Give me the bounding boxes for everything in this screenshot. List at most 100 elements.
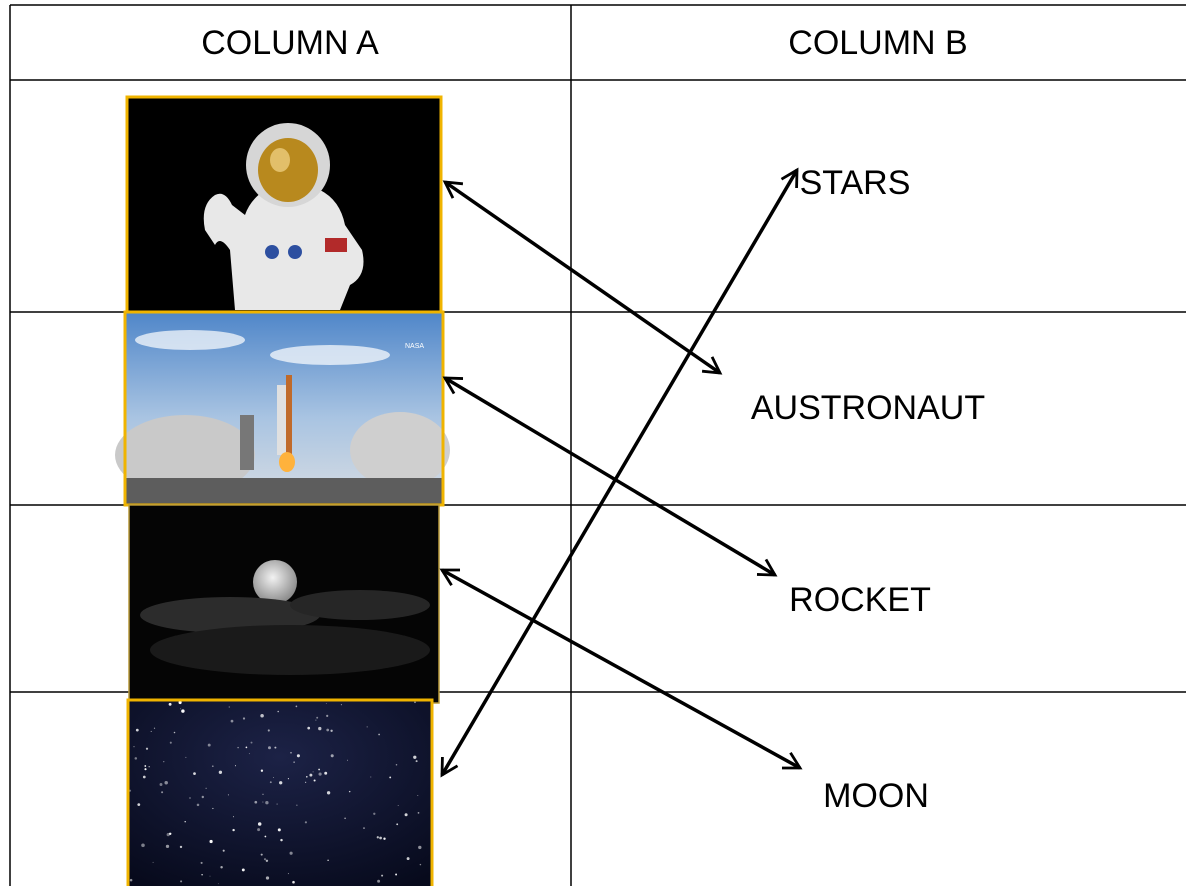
star-dot [141,844,145,848]
star-dot [344,818,346,820]
star-dot [220,866,222,868]
star-dot [378,734,380,736]
launch-tower [240,415,254,470]
word: AUSTRONAUT [751,389,985,427]
star-dot [278,828,281,831]
star-dot [315,720,316,721]
star-dot [383,838,385,840]
star-dot [373,813,375,815]
star-dot [398,805,399,806]
star-dot [144,765,146,767]
cloud [270,345,390,365]
star-dot [288,778,289,779]
matching-table: COLUMN A COLUMN B NASA [0,0,1186,886]
flag-patch [325,238,347,252]
star-dot [396,764,398,766]
star-dot [137,803,140,806]
star-dot [218,883,219,884]
star-dot [235,765,236,766]
star-dot [153,862,154,863]
star-dot [264,858,266,860]
star-dot [277,804,278,805]
star-dot [246,747,248,749]
star-dot [223,850,225,852]
star-dot [261,770,263,772]
star-dot [396,823,398,825]
star-dot [136,729,139,732]
star-dot [268,729,270,731]
star-dot [273,777,274,778]
star-dot [164,781,167,784]
launch-pad [125,478,443,505]
star-dot [169,703,172,706]
star-dot [130,879,133,882]
star-dot [243,717,245,719]
star-dot [274,747,276,749]
moon [253,560,297,604]
star-dot [326,715,328,717]
star-dot [219,771,222,774]
star-dot [296,805,297,806]
star-dot [206,788,207,789]
star-dot [237,747,238,748]
star-dot [208,744,211,747]
star-dot [166,845,169,848]
astronaut-image [127,97,441,312]
star-dot [330,730,332,732]
star-dot [148,766,149,767]
flame [279,452,295,472]
star-dot [249,753,250,754]
star-dot [180,880,182,882]
star-dot [370,776,371,777]
star-dot [268,746,271,749]
star-dot [161,791,163,793]
star-dot [280,839,282,841]
star-dot [169,833,171,835]
star-dot [413,756,416,759]
star-dot [327,791,330,794]
star-dot [316,717,318,719]
star-dot [318,727,321,730]
page: COLUMN A COLUMN B NASA [0,0,1186,886]
star-dot [254,801,257,804]
star-dot [395,874,397,876]
star-dot [193,772,196,775]
star-dot [262,794,263,795]
star-dot [262,802,263,803]
star-dot [201,862,203,864]
star-dot [417,795,418,796]
star-dot [288,873,289,874]
star-dot [349,791,350,792]
star-dot [341,704,342,705]
star-dot [293,761,294,762]
star-dot [251,742,253,744]
star-dot [212,808,213,809]
star-dot [202,796,204,798]
star-dot [318,769,320,771]
star-dot [331,754,334,757]
star-dot [197,804,200,807]
smoke [350,412,450,488]
star-dot [377,836,379,838]
star-dot [305,782,306,783]
cloud [135,330,245,350]
star-dot [258,822,262,826]
star-dot [189,797,191,799]
star-dot [313,771,314,772]
star-dot [180,846,182,848]
match-arrow [445,182,720,373]
star-dot [143,776,146,779]
star-dot [151,731,152,732]
fuel-tank [286,375,292,455]
star-dot [212,765,214,767]
star-dot [420,864,421,865]
astronaut-visor [258,138,318,202]
star-dot [180,708,181,709]
column-header: COLUMN A [201,24,379,62]
word: ROCKET [789,581,931,619]
star-dot [265,836,267,838]
star-dot [367,726,368,727]
star-dot [381,875,383,877]
star-dot [290,852,293,855]
star-dot [154,728,155,729]
